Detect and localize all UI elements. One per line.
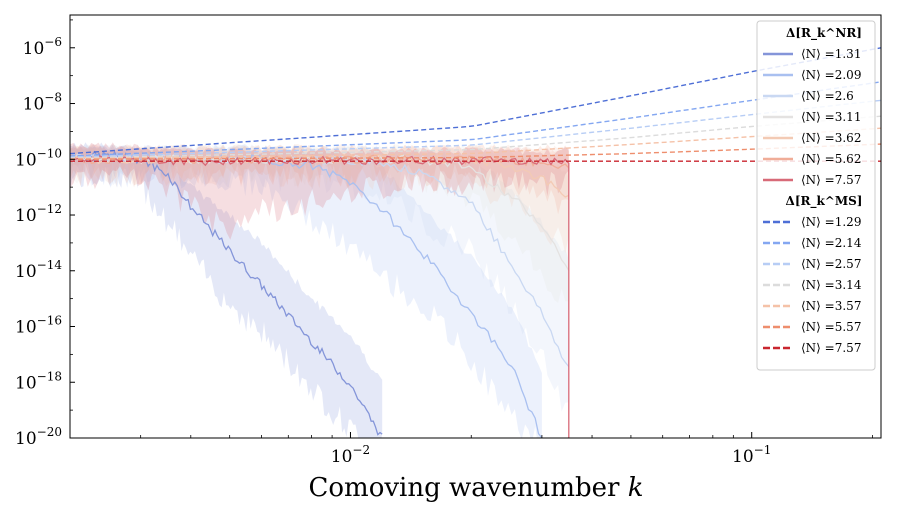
legend-label: ⟨N⟩ =2.6 xyxy=(801,89,854,103)
band-series-1 xyxy=(70,142,383,438)
y-tick-label: 10−10 xyxy=(15,146,62,170)
legend-box xyxy=(756,20,876,371)
band-series-7 xyxy=(70,142,569,240)
y-tick-label: 10−14 xyxy=(15,258,62,282)
y-axis: 10−6 10−8 10−10 10−12 10−14 10−16 10−18 10−20 xyxy=(15,19,75,449)
legend-label: ⟨N⟩ =3.62 xyxy=(801,131,861,145)
y-tick-label: 10−20 xyxy=(15,425,62,449)
ms-line-6 xyxy=(70,143,881,160)
legend-label: ⟨N⟩ =3.14 xyxy=(801,278,862,292)
legend-title-1: Δ[R_k^NR] xyxy=(786,26,862,41)
y-tick-label: 10−16 xyxy=(15,314,62,338)
legend-title-2: Δ[R_k^MS] xyxy=(786,194,863,209)
band-series-4 xyxy=(70,144,569,303)
x-tick-label: 10−2 xyxy=(331,443,370,467)
plot-frame xyxy=(69,14,882,439)
legend-label: ⟨N⟩ =2.09 xyxy=(801,68,861,82)
legend-label: ⟨N⟩ =2.14 xyxy=(801,236,862,250)
x-tick-label: 10−1 xyxy=(732,443,771,467)
x-axis: 10−2 10−1 xyxy=(69,432,873,467)
ms-line-5 xyxy=(70,127,881,160)
y-tick-label: 10−8 xyxy=(23,91,62,115)
legend-label: ⟨N⟩ =5.62 xyxy=(801,152,861,166)
legend: Δ[R_k^NR] ⟨N⟩ =1.31 ⟨N⟩ =2.09 ⟨N⟩ =2.6 ⟨N⟩ =… xyxy=(756,20,876,371)
ms-line-1 xyxy=(70,47,881,155)
x-axis-title: Comoving wavenumber k xyxy=(309,473,644,503)
legend-label: ⟨N⟩ =1.31 xyxy=(801,47,861,61)
y-tick-label: 10−18 xyxy=(15,369,62,393)
band-series-3 xyxy=(70,144,569,412)
band-series-5 xyxy=(70,144,569,254)
y-tick-label: 10−6 xyxy=(23,35,62,59)
legend-label: ⟨N⟩ =3.11 xyxy=(801,110,861,124)
ms-line-4 xyxy=(70,115,881,159)
legend-label: ⟨N⟩ =7.57 xyxy=(801,173,861,187)
band-series-2 xyxy=(70,144,542,438)
legend-label: ⟨N⟩ =2.57 xyxy=(801,257,861,271)
legend-label: ⟨N⟩ =7.57 xyxy=(801,341,861,355)
y-tick-label: 10−12 xyxy=(15,202,62,226)
legend-label: ⟨N⟩ =5.57 xyxy=(801,320,861,334)
legend-label: ⟨N⟩ =3.57 xyxy=(801,299,861,313)
legend-label: ⟨N⟩ =1.29 xyxy=(801,215,861,229)
ms-series-lines xyxy=(70,47,881,162)
